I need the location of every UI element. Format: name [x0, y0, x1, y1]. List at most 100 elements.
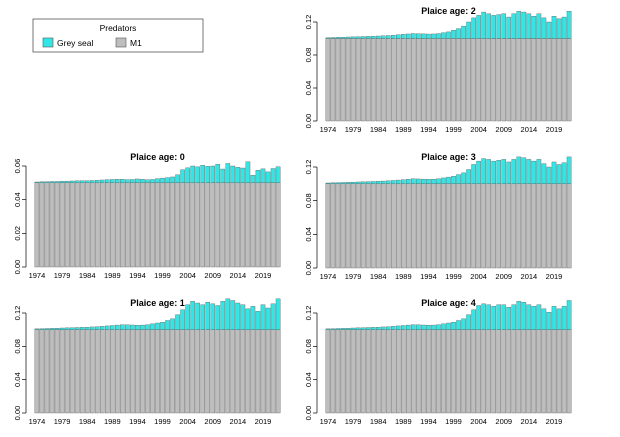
bar-grey-seal	[195, 166, 200, 184]
bar-grey-seal	[210, 303, 216, 330]
bar-m1	[536, 329, 542, 414]
bar-m1	[461, 329, 466, 414]
bar-grey-seal	[385, 180, 391, 185]
bar-grey-seal	[476, 160, 481, 185]
y-tick-label: 0.12	[304, 15, 313, 30]
bar-m1	[230, 182, 236, 268]
bar-grey-seal	[235, 302, 241, 330]
bar-grey-seal	[99, 326, 105, 330]
bar-m1	[360, 38, 366, 122]
bar-m1	[471, 38, 476, 122]
bar-m1	[165, 182, 170, 268]
bar-m1	[491, 183, 496, 269]
bar-m1	[436, 38, 441, 122]
x-tick-label: 1974	[29, 417, 46, 426]
bar-m1	[54, 182, 60, 268]
bar-m1	[556, 329, 562, 414]
bar-grey-seal	[541, 17, 547, 39]
x-tick-label: 1984	[370, 125, 387, 134]
bar-m1	[441, 38, 446, 122]
bar-m1	[365, 38, 371, 122]
bar-m1	[195, 182, 200, 268]
bar-m1	[476, 183, 481, 269]
bar-grey-seal	[436, 178, 441, 185]
bar-grey-seal	[406, 179, 411, 185]
chart-panel-0: Plaice age: 0 0.00 0.02 0.04 0.06 1974 1979 198…	[13, 152, 281, 280]
x-tick-label: 1989	[104, 417, 121, 426]
bar-m1	[561, 329, 567, 414]
chart-panel-3: Plaice age: 3 0.00 0.04 0.08 0.12 1974 1979 198…	[304, 152, 572, 281]
bar-m1	[446, 183, 451, 269]
bar-m1	[546, 329, 552, 414]
bar-grey-seal	[426, 324, 431, 330]
bar-m1	[471, 183, 476, 269]
bar-grey-seal	[516, 156, 522, 185]
y-tick-label: 0.08	[304, 339, 313, 354]
bar-m1	[516, 183, 522, 269]
bar-m1	[395, 38, 401, 122]
bar-m1	[39, 329, 45, 414]
x-tick-label: 2004	[470, 272, 487, 281]
bar-grey-seal	[330, 182, 336, 185]
bar-m1	[551, 183, 557, 269]
bar-grey-seal	[551, 16, 557, 39]
bar-grey-seal	[556, 18, 562, 39]
bar-grey-seal	[421, 324, 426, 330]
bar-m1	[446, 38, 451, 122]
bar-m1	[481, 329, 486, 414]
bar-grey-seal	[451, 321, 456, 330]
legend-label-grey-seal: Grey seal	[57, 38, 93, 48]
bar-grey-seal	[335, 37, 341, 39]
bar-grey-seal	[215, 164, 221, 184]
bar-m1	[340, 183, 346, 269]
x-tick-label: 2014	[521, 417, 538, 426]
bar-m1	[145, 182, 150, 268]
bar-m1	[390, 38, 396, 122]
bar-m1	[125, 182, 130, 268]
bar-m1	[245, 182, 251, 268]
y-tick-label: 0.06	[13, 159, 22, 174]
bar-grey-seal	[84, 326, 90, 330]
bar-grey-seal	[436, 33, 441, 39]
bar-m1	[260, 329, 266, 414]
bar-grey-seal	[496, 304, 502, 330]
bar-m1	[511, 38, 517, 122]
bar-m1	[466, 329, 471, 414]
bar-m1	[260, 182, 266, 268]
bar-grey-seal	[401, 179, 406, 185]
bar-m1	[350, 38, 356, 122]
bar-m1	[200, 182, 205, 268]
bar-grey-seal	[225, 163, 231, 184]
bar-m1	[416, 183, 421, 269]
bar-m1	[541, 183, 547, 269]
bar-m1	[270, 329, 276, 414]
bar-m1	[99, 329, 105, 414]
bar-grey-seal	[350, 36, 356, 39]
bar-m1	[44, 329, 50, 414]
bar-grey-seal	[99, 179, 105, 184]
x-tick-label: 1989	[395, 272, 412, 281]
bar-grey-seal	[496, 160, 502, 185]
bar-grey-seal	[165, 177, 170, 184]
bar-grey-seal	[190, 165, 195, 184]
bar-grey-seal	[536, 13, 542, 39]
bar-grey-seal	[130, 324, 135, 330]
bar-grey-seal	[516, 11, 522, 39]
bar-m1	[175, 182, 180, 268]
bar-m1	[135, 182, 140, 268]
bar-m1	[516, 329, 522, 414]
bar-grey-seal	[561, 162, 567, 185]
bar-m1	[526, 38, 532, 122]
x-tick-label: 2009	[204, 417, 221, 426]
bar-m1	[385, 183, 391, 269]
y-tick-label: 0.12	[13, 306, 22, 321]
bar-m1	[491, 329, 496, 414]
bar-m1	[79, 182, 85, 268]
bar-m1	[150, 182, 155, 268]
bar-grey-seal	[130, 179, 135, 184]
bar-grey-seal	[250, 175, 256, 184]
bar-grey-seal	[180, 309, 185, 330]
bar-m1	[531, 38, 537, 122]
bar-grey-seal	[541, 163, 547, 185]
